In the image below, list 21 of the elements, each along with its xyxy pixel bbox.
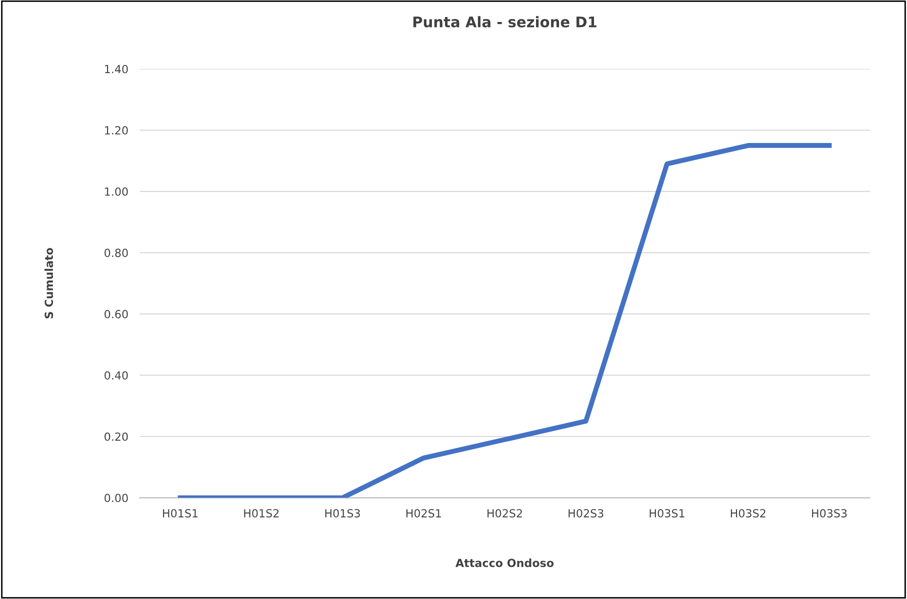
x-tick-label: H03S3 xyxy=(812,509,847,518)
y-tick-label: 0.20 xyxy=(104,432,128,441)
line-series xyxy=(178,143,832,498)
y-axis-title: S Cumulato xyxy=(44,248,54,318)
x-tick-label: H02S2 xyxy=(488,509,522,518)
chart-title: Punta Ala - sezione D1 xyxy=(413,16,596,28)
y-tick-label: 1.40 xyxy=(105,64,128,74)
y-tick-label: 0.40 xyxy=(104,371,128,380)
y-tick-label: 0.60 xyxy=(104,310,128,318)
x-tick-label: H03S1 xyxy=(650,509,684,518)
x-tick-label: H02S3 xyxy=(568,509,604,518)
y-tick-label: 0.00 xyxy=(104,494,128,502)
y-tick-label: 1.20 xyxy=(105,126,128,135)
x-tick-label: H03S2 xyxy=(730,509,766,518)
x-tick-label: H02S1 xyxy=(406,509,441,518)
y-tick-label: 1.00 xyxy=(105,187,128,196)
y-tick-label: 0.80 xyxy=(104,248,128,258)
x-tick-label: H01S2 xyxy=(244,509,279,518)
x-tick-label: H01S1 xyxy=(163,509,198,518)
x-tick-label: H01S3 xyxy=(325,509,360,518)
x-axis-title: Attacco Ondoso xyxy=(456,558,554,568)
